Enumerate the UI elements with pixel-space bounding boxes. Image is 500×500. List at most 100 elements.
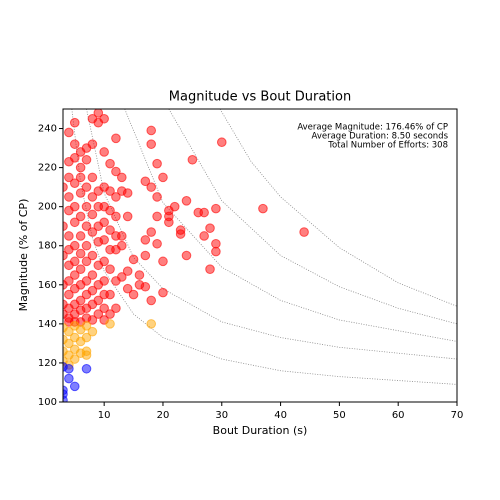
point	[122, 188, 133, 198]
point	[117, 240, 127, 251]
y-tick-label: 140	[38, 319, 57, 330]
point	[169, 201, 180, 212]
point	[99, 235, 109, 245]
point	[140, 176, 151, 187]
point	[64, 276, 74, 286]
point	[146, 182, 157, 192]
point	[205, 223, 215, 233]
point	[105, 225, 115, 235]
point	[93, 309, 104, 319]
point	[99, 147, 109, 157]
point	[69, 381, 80, 392]
point	[81, 154, 92, 165]
point	[69, 354, 80, 364]
point	[299, 227, 309, 237]
y-tick-label: 180	[38, 241, 57, 252]
point	[117, 172, 127, 183]
point	[64, 231, 74, 241]
point	[128, 254, 139, 265]
point	[152, 158, 162, 169]
point	[99, 256, 109, 267]
point	[64, 192, 74, 202]
point	[146, 227, 157, 237]
point	[75, 211, 86, 222]
point	[99, 217, 109, 228]
point	[87, 250, 98, 261]
point	[175, 229, 186, 239]
point	[105, 205, 115, 216]
point	[140, 250, 151, 261]
point	[158, 256, 168, 267]
point	[152, 192, 162, 202]
point	[75, 188, 86, 198]
point	[75, 162, 86, 173]
point	[69, 217, 80, 228]
point	[122, 266, 133, 276]
point	[216, 137, 227, 148]
point	[64, 172, 74, 183]
point	[134, 280, 145, 290]
point	[105, 158, 115, 169]
point	[64, 363, 74, 374]
point	[122, 211, 133, 222]
annotation: Total Number of Efforts: 308	[327, 141, 448, 151]
point	[64, 289, 74, 300]
point	[87, 227, 98, 237]
x-tick-label: 10	[98, 410, 111, 421]
reference-curve	[219, 109, 457, 307]
point	[75, 248, 86, 259]
x-tick-label: 60	[392, 410, 405, 421]
point	[69, 139, 80, 149]
point	[158, 172, 168, 183]
chart-title: Magnitude vs Bout Duration	[169, 90, 351, 105]
point	[75, 172, 86, 183]
point	[111, 166, 121, 177]
point	[111, 211, 121, 222]
reference-curve	[168, 109, 457, 325]
point	[152, 211, 162, 222]
point	[99, 276, 109, 286]
point	[81, 182, 92, 192]
x-axis-label: Bout Duration (s)	[213, 424, 308, 437]
x-tick-label: 40	[274, 410, 287, 421]
point	[69, 117, 80, 128]
point	[64, 338, 74, 349]
point	[81, 332, 92, 343]
point	[87, 192, 98, 202]
point	[64, 326, 74, 337]
y-tick-label: 220	[38, 163, 57, 174]
point	[111, 276, 121, 286]
point	[105, 186, 115, 196]
point	[75, 231, 86, 241]
annotation: Average Duration: 8.50 seconds	[312, 132, 449, 142]
y-tick-label: 100	[38, 397, 57, 408]
point	[87, 270, 98, 280]
x-tick-label: 50	[333, 410, 346, 421]
point	[134, 270, 145, 280]
point	[69, 201, 80, 212]
point	[181, 250, 192, 261]
point	[140, 235, 151, 245]
point	[258, 203, 268, 214]
point	[99, 303, 109, 314]
point	[93, 109, 104, 118]
point	[87, 326, 98, 337]
point	[105, 309, 115, 319]
point	[211, 238, 221, 249]
x-tick-label: 70	[451, 410, 464, 421]
point	[111, 133, 121, 144]
point	[99, 289, 109, 300]
point	[81, 240, 92, 251]
point	[81, 276, 92, 286]
point	[81, 363, 92, 374]
points	[63, 109, 309, 402]
point	[199, 207, 209, 218]
point	[181, 196, 192, 206]
point	[81, 256, 92, 267]
point	[87, 285, 98, 296]
point	[69, 270, 80, 280]
y-tick-label: 200	[38, 202, 57, 213]
reference-curve	[86, 109, 457, 360]
y-tick-label: 240	[38, 124, 57, 135]
point	[75, 295, 86, 306]
